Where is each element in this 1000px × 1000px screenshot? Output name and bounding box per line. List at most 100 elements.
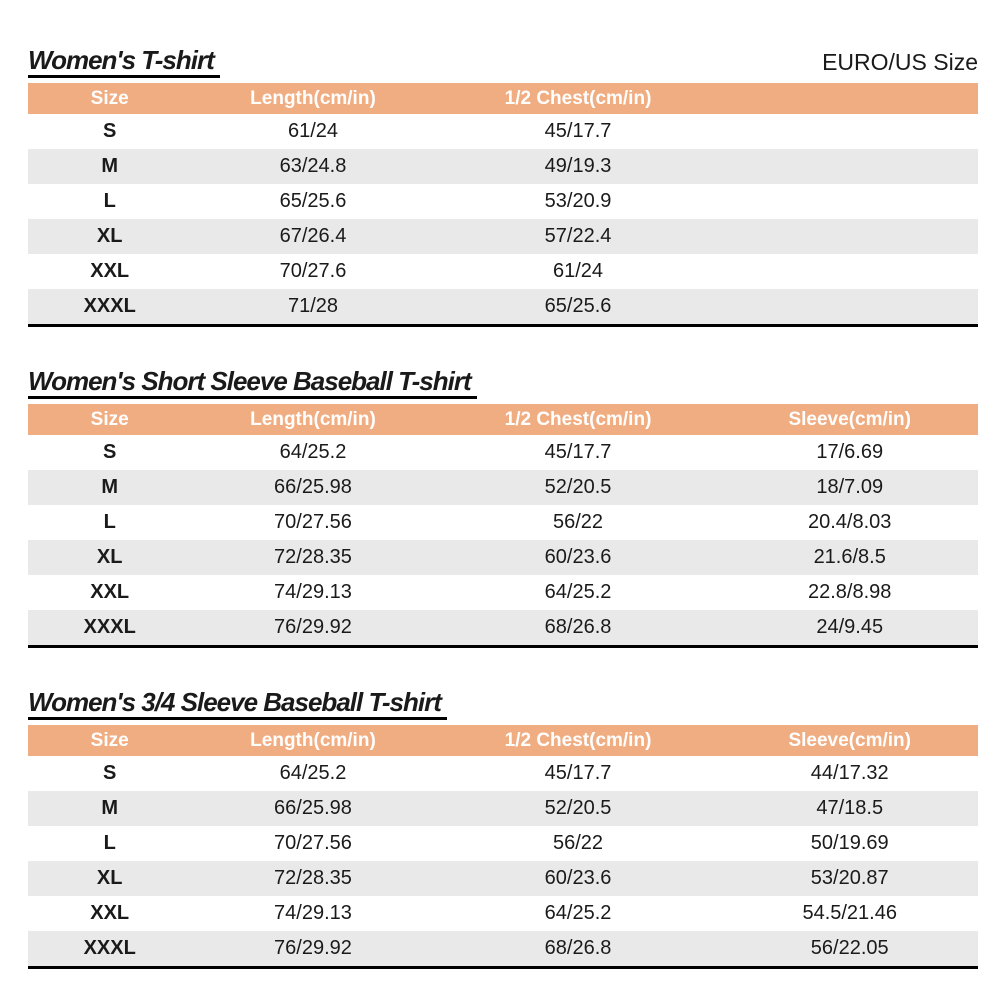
measurement-cell: 56/22 [552, 511, 604, 533]
size-cell: XL [96, 225, 123, 247]
measurement-cell: 56/22 [552, 832, 604, 854]
size-cell: XXL [90, 260, 130, 282]
size-cell: XL [96, 867, 123, 889]
table-row: XL 72/28.35 60/23.6 53/20.87 [28, 861, 978, 896]
section-header: Women's Short Sleeve Baseball T-shirt [28, 367, 978, 399]
table-header-row: Size Length(cm/in) 1/2 Chest(cm/in) Sleeve(… [28, 725, 978, 756]
measurement-cell: 61/24 [552, 260, 604, 282]
measurement-cell: 18/7.09 [816, 476, 884, 498]
measurement-cell: 22.8/8.98 [808, 581, 892, 603]
size-cell: S [103, 120, 117, 142]
measurement-cell: 74/29.13 [274, 902, 352, 924]
table-row: L 70/27.56 56/22 20.4/8.03 [28, 505, 978, 540]
table-row: XXXL 76/29.92 68/26.8 24/9.45 [28, 610, 978, 645]
table-header-row: Size Length(cm/in) 1/2 Chest(cm/in) Sleeve(… [28, 404, 978, 435]
measurement-cell: 72/28.35 [274, 867, 352, 889]
size-cell: XXXL [83, 295, 136, 317]
column-header: 1/2 Chest(cm/in) [504, 729, 652, 751]
measurement-cell: 53/20.87 [810, 867, 889, 889]
table-row: XXL 70/27.6 61/24 [28, 254, 978, 289]
measurement-cell: 64/25.2 [544, 581, 612, 603]
measurement-cell: 56/22.05 [810, 937, 889, 959]
size-table: Size Length(cm/in) 1/2 Chest(cm/in) Sleeve(… [28, 725, 978, 969]
measurement-cell: 66/25.98 [274, 476, 352, 498]
table-row: S 64/25.2 45/17.7 44/17.32 [28, 756, 978, 791]
size-table: Size Length(cm/in) 1/2 Chest(cm/in) S 61/24… [28, 83, 978, 327]
table-row: XXL 74/29.13 64/25.2 22.8/8.98 [28, 575, 978, 610]
measurement-cell: 60/23.6 [544, 867, 612, 889]
size-standard-label: EURO/US Size [822, 49, 978, 75]
measurement-cell: 76/29.92 [274, 616, 352, 638]
column-header: Length(cm/in) [250, 408, 376, 430]
measurement-cell: 66/25.98 [274, 797, 352, 819]
size-table: Size Length(cm/in) 1/2 Chest(cm/in) Sleeve(… [28, 404, 978, 648]
table-row: L 70/27.56 56/22 50/19.69 [28, 826, 978, 861]
measurement-cell: 57/22.4 [544, 225, 612, 247]
size-cell: M [101, 155, 119, 177]
measurement-cell: 76/29.92 [274, 937, 352, 959]
measurement-cell: 50/19.69 [810, 832, 889, 854]
measurement-cell: 44/17.32 [810, 762, 889, 784]
size-chart-section: Women's T-shirt EURO/US Size Size Length(… [28, 46, 978, 327]
measurement-cell: 24/9.45 [816, 616, 884, 638]
size-cell: XXL [90, 581, 130, 603]
chart-title: Women's 3/4 Sleeve Baseball T-shirt [28, 688, 447, 720]
table-row: M 66/25.98 52/20.5 18/7.09 [28, 470, 978, 505]
size-chart-sections: Women's T-shirt EURO/US Size Size Length(… [28, 46, 978, 969]
measurement-cell: 17/6.69 [816, 441, 884, 463]
measurement-cell: 68/26.8 [544, 937, 612, 959]
measurement-cell: 47/18.5 [816, 797, 884, 819]
size-cell: L [103, 190, 116, 212]
measurement-cell: 53/20.9 [544, 190, 612, 212]
size-chart-section: Women's 3/4 Sleeve Baseball T-shirt Size… [28, 688, 978, 969]
table-row: M 63/24.8 49/19.3 [28, 149, 978, 184]
measurement-cell: 63/24.8 [279, 155, 347, 177]
measurement-cell: 65/25.6 [279, 190, 347, 212]
measurement-cell: 20.4/8.03 [808, 511, 892, 533]
size-cell: M [101, 797, 119, 819]
measurement-cell: 49/19.3 [544, 155, 612, 177]
column-header: Length(cm/in) [250, 87, 376, 109]
size-chart-section: Women's Short Sleeve Baseball T-shirt Si… [28, 367, 978, 648]
measurement-cell: 70/27.56 [274, 832, 352, 854]
measurement-cell: 68/26.8 [544, 616, 612, 638]
section-header: Women's 3/4 Sleeve Baseball T-shirt [28, 688, 978, 720]
column-header: Length(cm/in) [250, 729, 376, 751]
size-cell: S [103, 441, 117, 463]
size-cell: L [103, 511, 116, 533]
column-header: 1/2 Chest(cm/in) [504, 408, 652, 430]
table-row: M 66/25.98 52/20.5 47/18.5 [28, 791, 978, 826]
measurement-cell: 52/20.5 [544, 797, 612, 819]
size-cell: L [103, 832, 116, 854]
table-row: XXXL 76/29.92 68/26.8 56/22.05 [28, 931, 978, 966]
table-row: XXL 74/29.13 64/25.2 54.5/21.46 [28, 896, 978, 931]
size-cell: XXL [90, 902, 130, 924]
table-row: XL 67/26.4 57/22.4 [28, 219, 978, 254]
size-cell: S [103, 762, 117, 784]
measurement-cell: 72/28.35 [274, 546, 352, 568]
measurement-cell: 21.6/8.5 [813, 546, 886, 568]
chart-title: Women's T-shirt [28, 46, 220, 78]
measurement-cell: 65/25.6 [544, 295, 612, 317]
measurement-cell: 64/25.2 [279, 441, 347, 463]
column-header: Size [90, 408, 129, 430]
table-row: S 64/25.2 45/17.7 17/6.69 [28, 435, 978, 470]
measurement-cell: 64/25.2 [279, 762, 347, 784]
measurement-cell: 70/27.6 [279, 260, 347, 282]
measurement-cell: 64/25.2 [544, 902, 612, 924]
measurement-cell: 74/29.13 [274, 581, 352, 603]
table-row: XL 72/28.35 60/23.6 21.6/8.5 [28, 540, 978, 575]
column-header: Sleeve(cm/in) [788, 729, 911, 751]
measurement-cell: 54.5/21.46 [802, 902, 897, 924]
column-header: Sleeve(cm/in) [788, 408, 911, 430]
size-cell: XXXL [83, 937, 136, 959]
measurement-cell: 45/17.7 [544, 762, 612, 784]
size-cell: M [101, 476, 119, 498]
measurement-cell: 45/17.7 [544, 120, 612, 142]
section-header: Women's T-shirt EURO/US Size [28, 46, 978, 78]
measurement-cell: 60/23.6 [544, 546, 612, 568]
chart-title: Women's Short Sleeve Baseball T-shirt [28, 367, 477, 399]
column-header: Size [90, 87, 129, 109]
table-row: XXXL 71/28 65/25.6 [28, 289, 978, 324]
